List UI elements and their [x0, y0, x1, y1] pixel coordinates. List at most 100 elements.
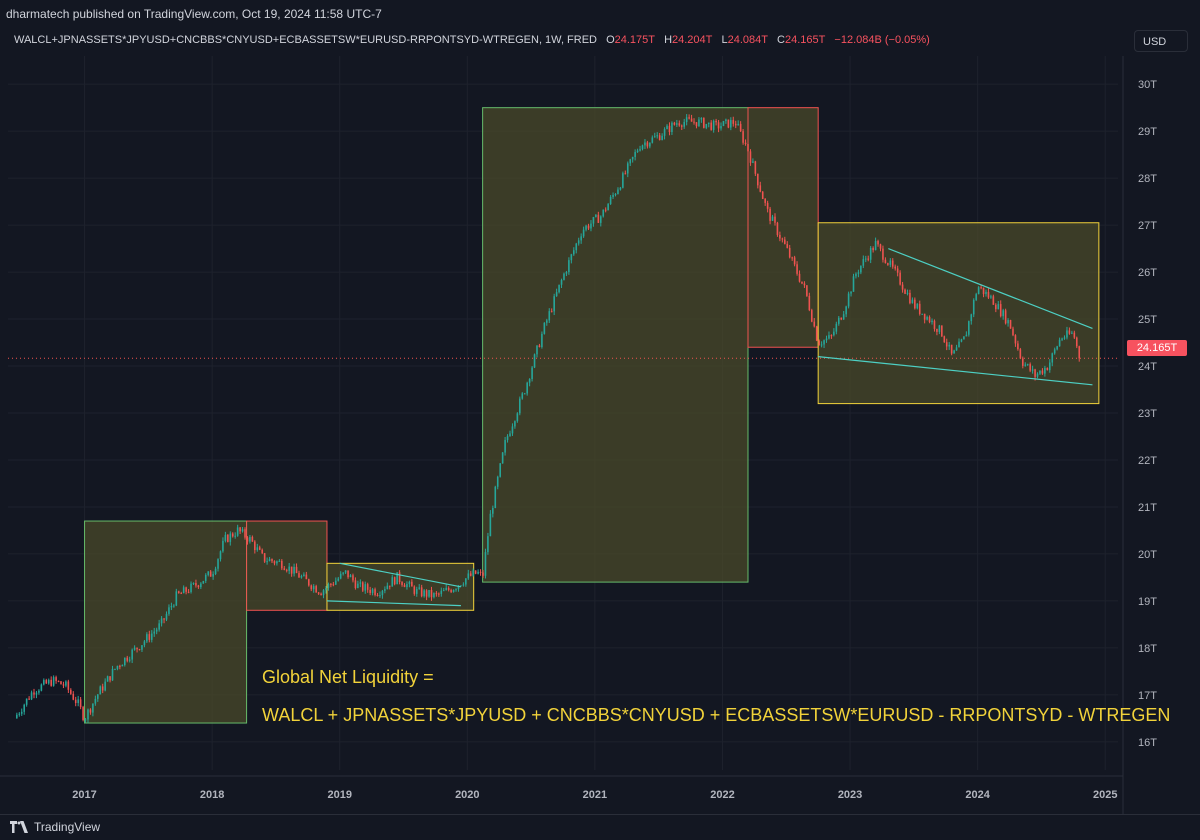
- candle-body: [1073, 332, 1076, 338]
- candle-body: [136, 647, 138, 650]
- candle-body: [730, 120, 732, 128]
- candle-body: [671, 122, 673, 133]
- candle-body: [173, 605, 175, 607]
- candle-body: [904, 289, 906, 294]
- candle-body: [747, 144, 749, 152]
- candle-body: [438, 593, 440, 595]
- candle-body: [182, 587, 185, 594]
- candle-body: [558, 284, 560, 293]
- candle-body: [30, 692, 33, 700]
- candle-body: [119, 665, 121, 667]
- candle-body: [413, 586, 416, 594]
- candle-body: [810, 310, 813, 322]
- candle-body: [290, 566, 293, 574]
- candle-body: [202, 580, 205, 584]
- candle-body: [256, 547, 259, 551]
- candle-body: [293, 566, 295, 574]
- candle-body: [72, 693, 75, 700]
- candle-body: [553, 296, 555, 312]
- price-chart[interactable]: 16T 17T 18T 19T 20T 21T 22T 23T 24T 25T 26T 27T 28T 2…: [0, 0, 1200, 814]
- candle-body: [359, 582, 362, 584]
- candle-body: [523, 393, 526, 395]
- candle-body: [769, 208, 771, 221]
- candle-body: [50, 679, 52, 686]
- candle-body: [474, 570, 477, 574]
- symbol-legend[interactable]: WALCL+JPNASSETS*JPYUSD+CNCBBS*CNYUSD+ECB…: [14, 31, 936, 49]
- candle-body: [764, 199, 766, 203]
- candle-body: [1017, 343, 1019, 350]
- candle-body: [192, 583, 195, 585]
- candle-body: [992, 296, 995, 305]
- candle-body: [384, 589, 386, 591]
- candle-body: [514, 421, 516, 427]
- candle-body: [354, 580, 357, 589]
- candle-body: [587, 225, 590, 229]
- candle-body: [845, 306, 847, 315]
- footer-brand: TradingView: [34, 820, 101, 834]
- candle-body: [251, 536, 254, 542]
- candle-body: [494, 486, 497, 508]
- candle-body: [577, 240, 580, 244]
- candle-body: [281, 560, 283, 569]
- candle-body: [707, 122, 710, 124]
- candle-body: [801, 281, 803, 284]
- candle-body: [339, 573, 342, 579]
- candle-body: [1024, 364, 1027, 366]
- candle-body: [423, 590, 425, 597]
- currency-button[interactable]: USD: [1134, 30, 1188, 52]
- tradingview-logo[interactable]: TradingView: [10, 820, 100, 834]
- candle-body: [754, 161, 757, 174]
- candle-body: [403, 584, 406, 588]
- candle-body: [330, 583, 332, 585]
- candle-body: [658, 135, 661, 141]
- x-tick-label: 2018: [200, 789, 224, 801]
- candle-body: [938, 325, 941, 332]
- candle-body: [521, 393, 524, 399]
- candle-body: [575, 243, 578, 251]
- candle-body: [496, 476, 499, 487]
- candle-body: [94, 698, 97, 704]
- candle-body: [45, 680, 48, 684]
- candle-body: [349, 575, 352, 578]
- candle-body: [1061, 338, 1063, 340]
- candle-body: [1071, 332, 1073, 334]
- candle-body: [295, 566, 298, 574]
- candle-body: [89, 709, 92, 713]
- symbol-name[interactable]: WALCL+JPNASSETS*JPYUSD+CNCBBS*CNYUSD+ECB…: [14, 34, 597, 46]
- y-tick-label: 20T: [1138, 549, 1157, 561]
- candle-body: [712, 120, 715, 130]
- candle-body: [504, 440, 506, 453]
- candle-body: [842, 314, 845, 320]
- candle-body: [1075, 337, 1078, 347]
- candle-body: [452, 589, 455, 593]
- trendline: [888, 248, 1093, 330]
- candle-body: [379, 595, 381, 597]
- candle-body: [1041, 370, 1044, 374]
- candle-body: [82, 707, 84, 720]
- candle-body: [631, 156, 634, 160]
- candle-body: [761, 191, 764, 200]
- candle-body: [926, 316, 928, 320]
- candle-body: [227, 534, 229, 542]
- candle-body: [74, 699, 77, 703]
- low-label: L: [721, 34, 728, 46]
- candle-body: [310, 585, 313, 590]
- candle-body: [509, 433, 511, 437]
- close-value: 24.165T: [784, 34, 826, 46]
- candle-body: [972, 299, 975, 315]
- candle-body: [717, 122, 720, 129]
- candle-body: [818, 340, 820, 346]
- candle-body: [690, 118, 693, 122]
- candle-body: [1053, 349, 1056, 354]
- candle-body: [180, 593, 183, 595]
- candle-body: [263, 553, 266, 562]
- candle-body: [236, 527, 239, 536]
- candle-body: [737, 123, 739, 126]
- candle-body: [84, 719, 87, 721]
- candle-body: [653, 136, 656, 138]
- candle-body: [695, 122, 698, 127]
- candle-body: [52, 677, 55, 686]
- candle-body: [568, 260, 570, 273]
- candle-body: [918, 303, 921, 314]
- candle-body: [622, 173, 624, 188]
